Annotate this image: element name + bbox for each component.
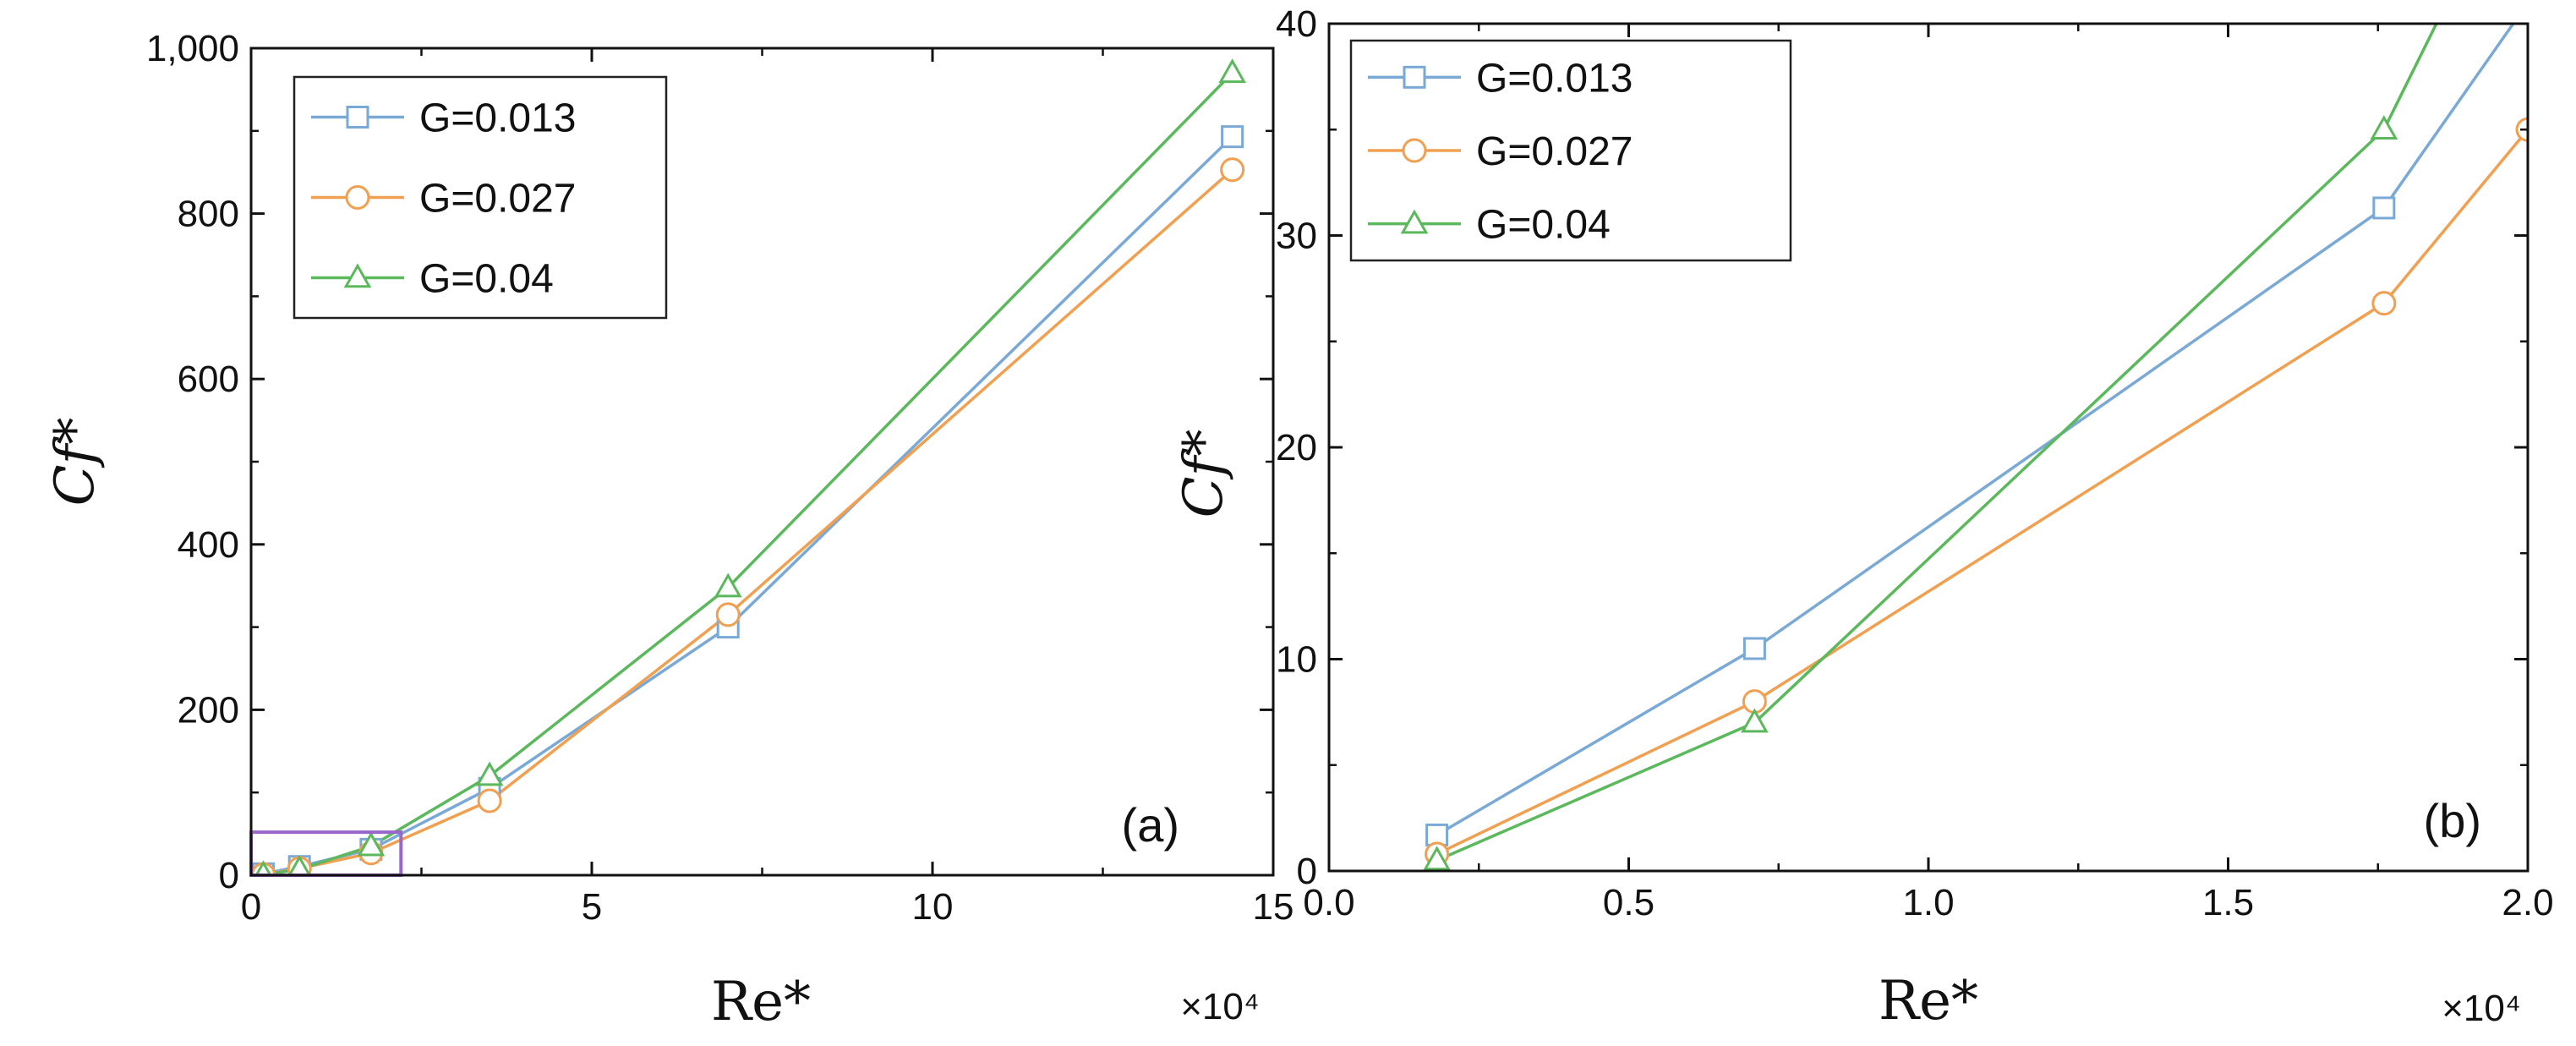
data-point-G=0.013 <box>2372 196 2396 220</box>
data-point-G=0.04 <box>714 572 742 598</box>
x-axis-multiplier: ×10⁴ <box>2442 988 2521 1029</box>
legend-label: G=0.04 <box>419 257 554 302</box>
data-point-G=0.04 <box>357 831 386 857</box>
x-axis-label: Re* <box>1879 970 1978 1032</box>
series-line-G=0.013 <box>1436 24 2515 836</box>
y-axis-label: Cf* <box>1173 430 1235 518</box>
data-point-G=0.04 <box>475 761 504 786</box>
legend-marker-G=0.027 <box>345 185 370 210</box>
legend-label: G=0.027 <box>419 177 576 222</box>
legend-label: G=0.013 <box>1476 56 1633 101</box>
data-point-G=0.04 <box>287 854 311 875</box>
panel-label: (a) <box>1122 798 1179 852</box>
data-point-G=0.027 <box>477 788 502 813</box>
data-point-G=0.04 <box>2370 115 2398 140</box>
y-tick-label: 400 <box>178 524 239 566</box>
legend-marker-G=0.027 <box>1402 138 1427 163</box>
legend: G=0.013 G=0.027 G=0.04 <box>1349 39 1792 262</box>
y-axis-label: Cf* <box>44 418 107 507</box>
panel-label: (b) <box>2424 794 2481 847</box>
data-point-G=0.027 <box>2371 291 2397 316</box>
x-tick-label: 0 <box>241 886 261 928</box>
x-tick-label: 10 <box>912 886 954 928</box>
legend-marker-G=0.04 <box>343 263 372 288</box>
x-axis-label: Re* <box>711 971 811 1033</box>
series-line-G=0.04 <box>1436 24 2438 863</box>
plot-area <box>251 58 1247 875</box>
legend-marker-G=0.013 <box>1403 65 1426 89</box>
data-point-G=0.04 <box>254 860 272 875</box>
data-point-G=0.013 <box>1221 125 1244 149</box>
x-tick-label: 2.0 <box>2502 882 2553 923</box>
y-tick-label: 10 <box>1276 639 1317 681</box>
legend-label: G=0.04 <box>1476 203 1611 248</box>
y-tick-label: 20 <box>1276 427 1317 468</box>
data-point-G=0.013 <box>1742 637 1766 660</box>
series-line-G=0.027 <box>1436 129 2528 856</box>
x-tick-label: 5 <box>582 886 602 928</box>
data-point-G=0.027 <box>1220 157 1245 183</box>
data-point-G=0.027 <box>715 602 741 627</box>
y-tick-label: 600 <box>178 359 239 400</box>
legend-label: G=0.013 <box>419 96 576 141</box>
y-tick-label: 30 <box>1276 216 1317 257</box>
y-tick-label: 40 <box>1276 3 1317 45</box>
x-tick-label: 1.5 <box>2202 882 2254 923</box>
x-axis-multiplier: ×10⁴ <box>1180 986 1260 1027</box>
y-tick-label: 1,000 <box>146 28 239 69</box>
data-point-G=0.04 <box>1741 708 1769 733</box>
panel-a: 0 5 10 1502004006008001,000G=0.013G=0.027G=… <box>44 28 1293 1033</box>
legend-label: G=0.027 <box>1476 129 1633 174</box>
x-tick-label: 0.0 <box>1303 882 1354 923</box>
panel-b: 0.0 0.5 1.0 1.5 2.0010203040G=0.013G=0.027G=… <box>1173 3 2554 1032</box>
plot-area <box>1423 24 2528 871</box>
x-tick-label: 1.0 <box>1902 882 1954 923</box>
legend: G=0.013 G=0.027 G=0.04 <box>293 75 668 320</box>
data-point-G=0.04 <box>1423 846 1451 871</box>
x-tick-label: 0.5 <box>1603 882 1654 923</box>
y-tick-label: 200 <box>178 689 239 731</box>
y-tick-label: 0 <box>1297 851 1317 892</box>
legend-marker-G=0.04 <box>1400 209 1429 234</box>
data-point-G=0.04 <box>1218 58 1247 84</box>
y-tick-label: 0 <box>219 855 239 896</box>
y-tick-label: 800 <box>178 194 239 235</box>
legend-marker-G=0.013 <box>346 106 369 129</box>
x-tick-label: 15 <box>1253 886 1294 928</box>
